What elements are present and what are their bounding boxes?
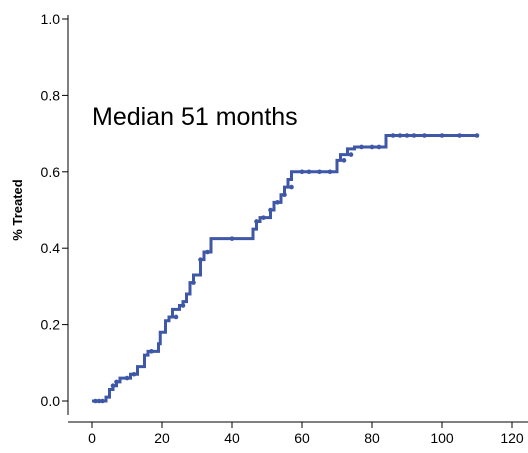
x-tick-label: 20 bbox=[154, 430, 170, 446]
censor-mark bbox=[404, 133, 410, 138]
axes: 0.0 0.2 0.4 0.6 0.8 1.0 0 20 40 60 80 100 120 bbox=[41, 11, 528, 446]
y-axis-title: % Treated bbox=[10, 179, 25, 240]
censor-mark bbox=[93, 398, 98, 404]
censor-mark bbox=[474, 133, 480, 138]
censor-mark bbox=[369, 144, 375, 150]
x-tick-label: 60 bbox=[294, 430, 310, 446]
censor-mark bbox=[114, 379, 119, 385]
censor-mark bbox=[397, 133, 403, 138]
y-tick-label: 0.0 bbox=[41, 393, 61, 409]
plot-area bbox=[92, 133, 480, 404]
censor-mark bbox=[198, 257, 203, 262]
censor-mark bbox=[205, 249, 210, 255]
y-tick-label: 0.8 bbox=[41, 87, 61, 103]
censor-mark bbox=[191, 280, 196, 285]
censor-mark bbox=[261, 215, 266, 220]
x-tick-label: 40 bbox=[224, 430, 240, 446]
censor-mark bbox=[131, 371, 137, 377]
censor-mark bbox=[268, 207, 273, 213]
censor-mark bbox=[299, 169, 305, 175]
censor-mark bbox=[180, 303, 186, 308]
censor-mark bbox=[173, 314, 179, 320]
censor-mark bbox=[422, 133, 427, 138]
censor-mark bbox=[390, 133, 396, 138]
y-tick-label: 0.2 bbox=[41, 317, 61, 333]
censor-mark bbox=[359, 144, 364, 150]
censor-mark bbox=[275, 200, 280, 205]
x-tick-label: 80 bbox=[364, 430, 380, 446]
censor-mark bbox=[457, 133, 462, 138]
censor-mark bbox=[124, 375, 130, 381]
censor-mark bbox=[110, 383, 116, 389]
y-tick-label: 1.0 bbox=[41, 11, 61, 27]
censor-mark bbox=[439, 133, 445, 138]
censor-mark bbox=[341, 158, 347, 163]
censor-mark bbox=[327, 169, 333, 175]
y-tick-label: 0.6 bbox=[41, 164, 61, 180]
km-step-line bbox=[92, 134, 477, 403]
censor-mark bbox=[282, 192, 287, 198]
x-tick-label: 120 bbox=[500, 430, 524, 446]
censor-mark bbox=[411, 133, 417, 138]
x-tick-label: 100 bbox=[430, 430, 454, 446]
censor-mark bbox=[96, 398, 102, 404]
censor-mark bbox=[376, 144, 382, 150]
censor-mark bbox=[289, 184, 294, 190]
censor-mark bbox=[229, 236, 235, 241]
censor-mark bbox=[149, 349, 154, 354]
censor-mark bbox=[100, 398, 105, 404]
x-tick-label: 0 bbox=[88, 430, 96, 446]
censor-mark bbox=[317, 169, 322, 175]
median-annotation: Median 51 months bbox=[92, 103, 298, 131]
y-tick-label: 0.4 bbox=[41, 240, 61, 256]
censor-mark bbox=[254, 219, 259, 224]
censor-mark bbox=[348, 152, 354, 157]
censor-mark bbox=[306, 169, 312, 175]
